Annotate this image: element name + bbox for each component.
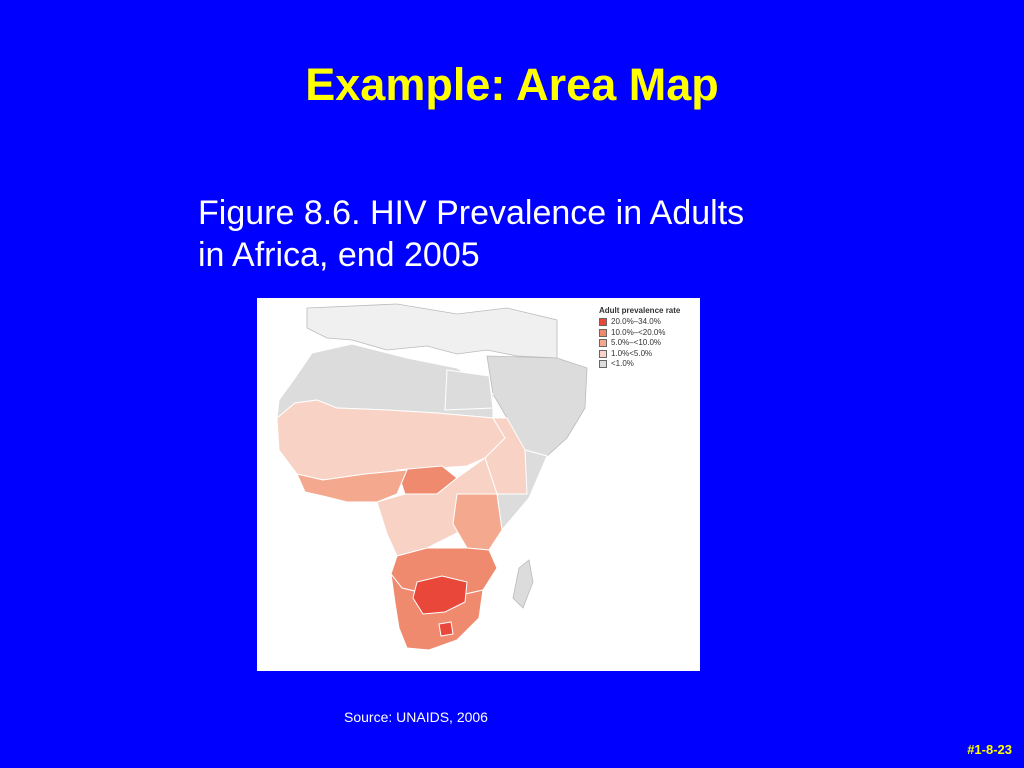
legend-swatch — [599, 339, 607, 348]
legend-swatch — [599, 328, 607, 337]
africa-prevalence-map — [276, 303, 588, 651]
madagascar-region — [512, 559, 534, 609]
legend-label: <1.0% — [611, 359, 634, 369]
legend-label: 5.0%–<10.0% — [611, 338, 662, 348]
slide-number: #1-8-23 — [967, 742, 1012, 757]
slide-title: Example: Area Map — [305, 59, 719, 110]
legend-item: 10.0%–<20.0% — [599, 328, 695, 339]
legend-swatch — [599, 318, 607, 327]
legend-swatch — [599, 360, 607, 369]
legend-item: 1.0%<5.0% — [599, 349, 695, 360]
legend-item: <1.0% — [599, 359, 695, 370]
legend-swatch — [599, 349, 607, 358]
source-citation: Source: UNAIDS, 2006 — [344, 709, 488, 725]
map-panel: Adult prevalence rate 20.0%–34.0% 10.0%–… — [257, 298, 700, 671]
lesotho-swaziland-region — [438, 621, 454, 637]
legend-label: 1.0%<5.0% — [611, 348, 653, 358]
middle-east-region — [486, 355, 588, 457]
egypt-region — [444, 369, 494, 411]
legend-item: 5.0%–<10.0% — [599, 338, 695, 349]
caption-line-1: Figure 8.6. HIV Prevalence in Adults — [198, 194, 745, 232]
west-coast-region — [296, 469, 408, 503]
legend-item: 20.0%–34.0% — [599, 317, 695, 328]
caption-line-2: in Africa, end 2005 — [198, 236, 480, 274]
legend-title: Adult prevalence rate — [599, 306, 681, 315]
botswana-zimbabwe-region — [412, 575, 468, 615]
legend-label: 10.0%–<20.0% — [611, 327, 666, 337]
europe-region — [306, 303, 558, 359]
legend-label: 20.0%–34.0% — [611, 317, 661, 327]
map-legend: Adult prevalence rate 20.0%–34.0% 10.0%–… — [599, 306, 695, 370]
figure-caption: Figure 8.6. HIV Prevalence in Adults in … — [198, 192, 878, 276]
east-africa-region — [452, 493, 503, 551]
